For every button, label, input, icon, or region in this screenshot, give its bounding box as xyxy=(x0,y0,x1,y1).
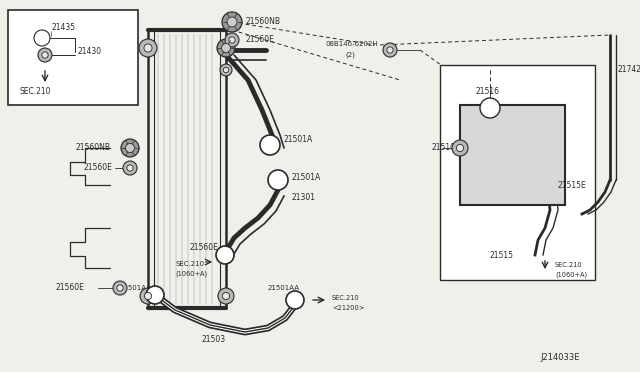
Text: <21200>: <21200> xyxy=(332,305,364,311)
Circle shape xyxy=(223,292,230,299)
Circle shape xyxy=(42,52,48,58)
Text: 21430: 21430 xyxy=(78,48,102,57)
Text: 21515: 21515 xyxy=(490,250,514,260)
Text: 21560NB: 21560NB xyxy=(246,17,281,26)
Text: 21515E: 21515E xyxy=(558,180,587,189)
Circle shape xyxy=(229,37,235,43)
Circle shape xyxy=(38,48,52,62)
Circle shape xyxy=(216,246,234,264)
Circle shape xyxy=(268,170,288,190)
Circle shape xyxy=(220,64,232,76)
Circle shape xyxy=(286,291,304,309)
Text: (1060+A): (1060+A) xyxy=(555,272,587,278)
Text: 21501AA: 21501AA xyxy=(120,285,152,291)
Circle shape xyxy=(223,67,228,73)
Text: SEC.210: SEC.210 xyxy=(332,295,360,301)
Circle shape xyxy=(145,292,152,299)
Text: 21560E: 21560E xyxy=(56,283,85,292)
Circle shape xyxy=(144,44,152,52)
Text: (1060+A): (1060+A) xyxy=(175,271,207,277)
Circle shape xyxy=(125,144,134,153)
Bar xyxy=(460,105,565,205)
Circle shape xyxy=(260,135,280,155)
Text: 21560E: 21560E xyxy=(84,164,113,173)
Bar xyxy=(8,10,138,105)
Text: 21301: 21301 xyxy=(291,193,315,202)
Circle shape xyxy=(127,165,133,171)
Circle shape xyxy=(480,98,500,118)
Text: 21501AA: 21501AA xyxy=(268,285,300,291)
Text: SEC.210: SEC.210 xyxy=(555,262,582,268)
Text: SEC.210: SEC.210 xyxy=(175,261,204,267)
Text: 21501A: 21501A xyxy=(291,173,320,183)
Circle shape xyxy=(387,47,393,53)
Circle shape xyxy=(222,12,242,32)
Circle shape xyxy=(121,139,139,157)
Text: 21742: 21742 xyxy=(618,65,640,74)
Circle shape xyxy=(117,285,123,291)
Text: SEC.210: SEC.210 xyxy=(20,87,51,96)
Circle shape xyxy=(456,144,463,152)
Circle shape xyxy=(452,140,468,156)
Circle shape xyxy=(139,39,157,57)
Text: 21501A: 21501A xyxy=(283,135,312,144)
Circle shape xyxy=(218,288,234,304)
Circle shape xyxy=(123,161,137,175)
Text: (2): (2) xyxy=(345,52,355,58)
Bar xyxy=(440,65,595,280)
Circle shape xyxy=(383,43,397,57)
Circle shape xyxy=(221,44,230,52)
Circle shape xyxy=(217,39,235,57)
Text: J214033E: J214033E xyxy=(540,353,579,362)
Text: 08B146-6202H: 08B146-6202H xyxy=(325,41,378,47)
Text: 21560NB: 21560NB xyxy=(76,144,111,153)
Circle shape xyxy=(225,33,239,47)
Circle shape xyxy=(227,17,237,27)
Text: 21560E: 21560E xyxy=(246,35,275,45)
Text: 21560E: 21560E xyxy=(190,244,219,253)
Circle shape xyxy=(113,281,127,295)
Circle shape xyxy=(146,286,164,304)
Text: 21503: 21503 xyxy=(202,336,226,344)
Circle shape xyxy=(140,288,156,304)
Circle shape xyxy=(34,30,50,46)
Text: 21510: 21510 xyxy=(432,144,456,153)
Text: 21435: 21435 xyxy=(51,23,75,32)
Text: 21516: 21516 xyxy=(475,87,499,96)
